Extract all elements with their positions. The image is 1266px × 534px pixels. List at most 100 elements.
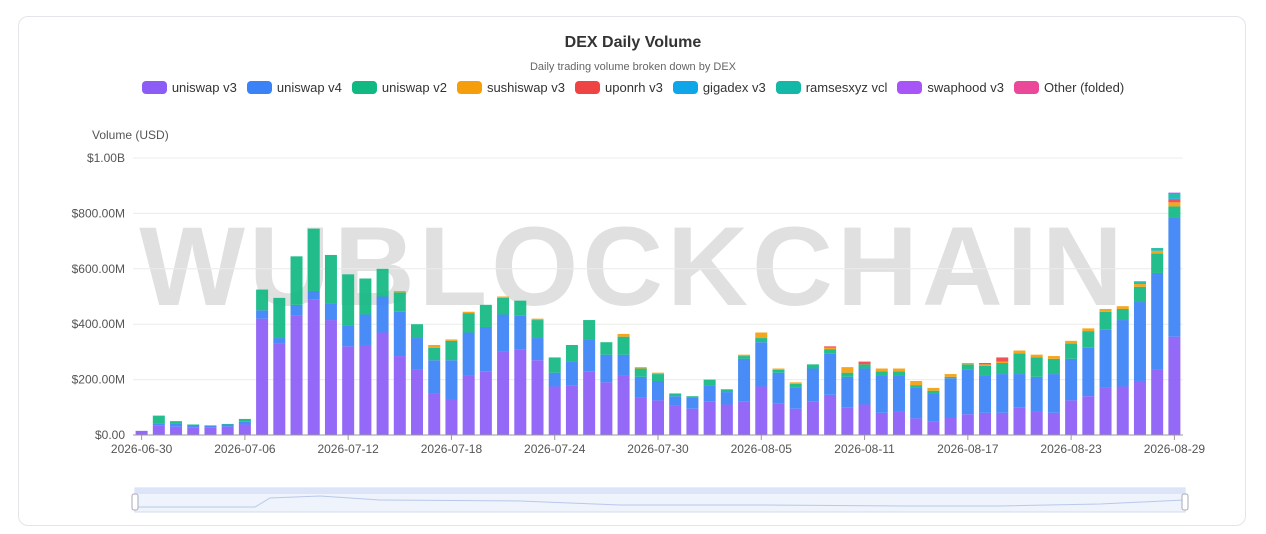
bar-segment [514, 315, 527, 350]
bar-segment [858, 368, 871, 405]
zoom-handle[interactable] [1181, 493, 1189, 511]
bar-segment [565, 344, 578, 362]
legend-swatch [1013, 81, 1039, 94]
bar-segment [927, 387, 940, 391]
bar-segment [152, 425, 165, 435]
bar-segment [652, 374, 664, 381]
bar-segment [462, 332, 475, 376]
legend-item[interactable]: uniswap v4 [246, 80, 342, 95]
bar-segment [204, 427, 217, 435]
bar-segment [979, 362, 992, 365]
bar-segment [1013, 374, 1026, 408]
y-axis-label: Volume (USD) [92, 128, 169, 142]
bar-segment [961, 414, 974, 435]
bar-segment [600, 342, 613, 355]
bar-segment [738, 401, 751, 435]
watermark: WUBLOCKCHAIN [139, 204, 1126, 329]
bar-segment [393, 356, 406, 435]
bar-segment [996, 357, 1009, 362]
bar-segment [187, 425, 200, 428]
bar-segment [1151, 250, 1164, 254]
bar-segment [531, 320, 544, 339]
bar-segment [1133, 380, 1146, 435]
bar-segment [359, 314, 372, 345]
bar-segment [703, 379, 716, 386]
bar-segment [1133, 281, 1146, 285]
bar-segment [1168, 199, 1181, 203]
bar-segment [1030, 357, 1043, 377]
bar-segment [428, 360, 441, 394]
bar-segment [170, 421, 183, 424]
legend-item[interactable]: swaphood v3 [897, 80, 1004, 95]
legend-item[interactable]: uponrh v3 [575, 80, 663, 95]
bar-segment [875, 371, 888, 376]
data-zoom[interactable] [131, 487, 1189, 513]
bar-segment [979, 365, 992, 376]
x-tick-label: 2026-08-17 [937, 442, 999, 456]
bar-segment [979, 375, 992, 413]
bar-segment [1168, 198, 1181, 200]
bar-segment [927, 390, 940, 394]
bar-segment [221, 423, 234, 425]
bar-segment [996, 362, 1009, 375]
x-tick-label: 2026-07-06 [214, 442, 276, 456]
bar-segment [652, 372, 664, 375]
x-tick-label: 2026-08-05 [731, 442, 793, 456]
legend-item[interactable]: gigadex v3 [672, 80, 766, 95]
legend-item[interactable]: sushiswap v3 [456, 80, 565, 95]
bar-segment [462, 375, 475, 435]
bar-segment [772, 403, 785, 435]
legend-label: sushiswap v3 [486, 80, 565, 95]
bar-segment [1047, 374, 1060, 413]
bar-segment [1168, 192, 1181, 195]
bar-segment [720, 389, 733, 393]
bar-segment [806, 368, 819, 402]
bar-segment [1116, 386, 1129, 435]
legend-swatch [575, 81, 600, 94]
x-tick-label: 2026-07-12 [317, 442, 379, 456]
bar-segment [1065, 358, 1078, 401]
bar-segment [1099, 311, 1112, 330]
bar-segment [634, 367, 647, 369]
bar-segment [1013, 350, 1026, 354]
bar-segment [238, 421, 251, 425]
bar-segment [238, 418, 251, 422]
bar-segment [944, 378, 957, 417]
bar-segment [393, 311, 406, 357]
bar-segment [428, 393, 441, 435]
bar-segment [1082, 347, 1095, 397]
legend-item[interactable]: uniswap v3 [141, 80, 237, 95]
bar-segment [824, 346, 837, 348]
legend-item[interactable]: ramsesxyz vcl [775, 80, 887, 95]
legend-item[interactable]: Other (folded) [1013, 80, 1124, 95]
bar-segment [875, 368, 888, 372]
bar-segment [1099, 329, 1112, 388]
y-tick-label: $200.00M [72, 373, 125, 387]
bar-segment [1082, 396, 1095, 435]
bar-segment [875, 375, 888, 413]
bar-segment [135, 430, 148, 435]
bar-segment [531, 338, 544, 361]
bar-segment [583, 339, 596, 372]
bar-segment [738, 354, 751, 357]
zoom-handle[interactable] [131, 493, 139, 511]
bar-segment [738, 356, 751, 359]
bar-segment [1116, 306, 1129, 309]
zoom-preview [136, 495, 1185, 508]
x-tick-label: 2026-08-11 [834, 442, 895, 456]
bar-segment [221, 426, 234, 435]
bar-segment [411, 338, 424, 370]
bar-segment [1133, 302, 1146, 381]
bar-segment [720, 404, 733, 435]
bar-segment [996, 374, 1009, 413]
bar-segment [841, 407, 854, 435]
x-tick-label: 2026-07-24 [524, 442, 586, 456]
bar-segment [479, 371, 492, 435]
bar-segment [1099, 387, 1112, 435]
legend-label: uponrh v3 [605, 80, 663, 95]
bar-segment [1133, 286, 1146, 303]
bar-segment [1116, 308, 1129, 321]
legend-swatch [246, 81, 272, 94]
legend-item[interactable]: uniswap v2 [351, 80, 447, 95]
